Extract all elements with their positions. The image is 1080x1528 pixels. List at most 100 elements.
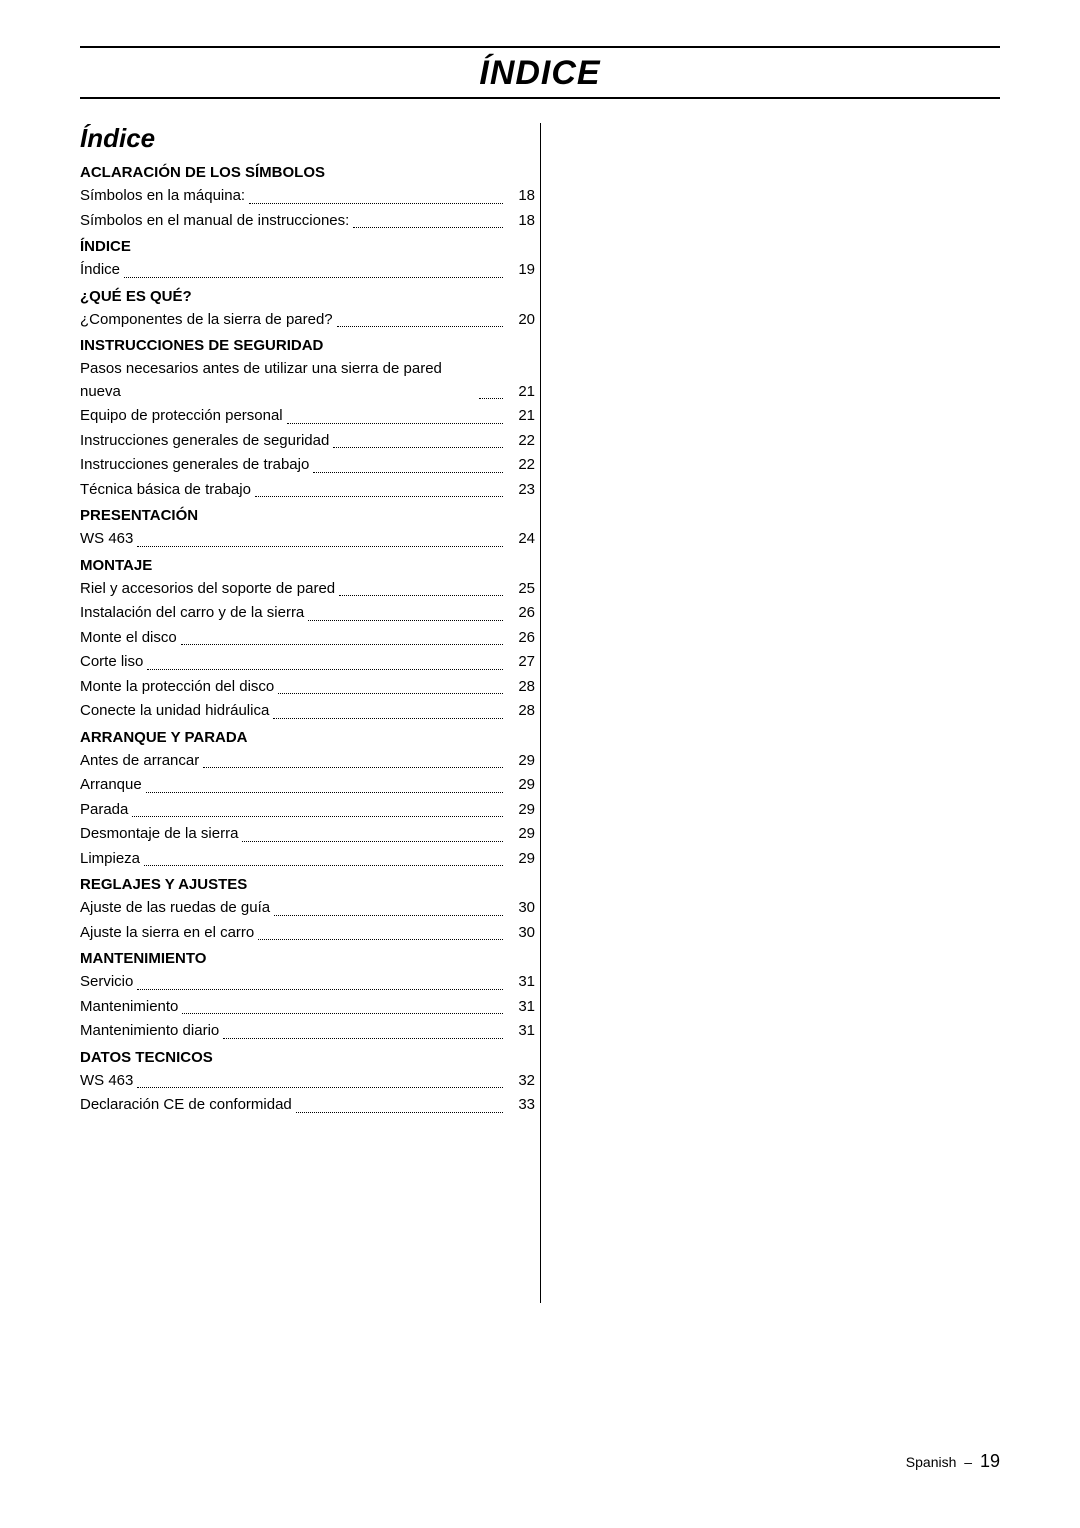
toc: ACLARACIÓN DE LOS SÍMBOLOSSímbolos en la…	[80, 164, 535, 1117]
toc-entry-label: Instalación del carro y de la sierra	[80, 602, 304, 625]
toc-entry-page: 18	[507, 210, 535, 233]
toc-entry-label: Arranque	[80, 774, 142, 797]
toc-entry: Declaración CE de conformidad33	[80, 1094, 535, 1117]
toc-entry-leader-dots	[296, 1112, 503, 1113]
toc-section-title: ACLARACIÓN DE LOS SÍMBOLOS	[80, 164, 535, 181]
toc-entry-leader-dots	[203, 767, 503, 768]
toc-entry: Conecte la unidad hidráulica28	[80, 700, 535, 723]
toc-entry-label: Antes de arrancar	[80, 750, 199, 773]
toc-entry: Mantenimiento 31	[80, 996, 535, 1019]
toc-entry: ¿Componentes de la sierra de pared?20	[80, 309, 535, 332]
toc-entry: Equipo de protección personal 21	[80, 405, 535, 428]
toc-entry-page: 25	[507, 578, 535, 601]
toc-entry: Riel y accesorios del soporte de pared25	[80, 578, 535, 601]
toc-entry: Técnica básica de trabajo23	[80, 479, 535, 502]
toc-entry: Pasos necesarios antes de utilizar una s…	[80, 358, 535, 403]
toc-entry-page: 22	[507, 430, 535, 453]
toc-entry: Índice19	[80, 259, 535, 282]
page: ÍNDICE Índice ACLARACIÓN DE LOS SÍMBOLOS…	[0, 0, 1080, 1528]
toc-entry-label: Símbolos en el manual de instrucciones:	[80, 210, 349, 233]
toc-entry: Parada 29	[80, 799, 535, 822]
toc-entry-page: 29	[507, 750, 535, 773]
toc-entry-page: 30	[507, 922, 535, 945]
toc-entry-page: 30	[507, 897, 535, 920]
toc-entry-leader-dots	[137, 1087, 503, 1088]
toc-entry-page: 32	[507, 1070, 535, 1093]
toc-entry-leader-dots	[313, 472, 503, 473]
toc-entry-leader-dots	[258, 939, 503, 940]
toc-section-title: REGLAJES Y AJUSTES	[80, 876, 535, 893]
toc-entry-page: 29	[507, 774, 535, 797]
toc-entry-leader-dots	[124, 277, 503, 278]
toc-section-title: ÍNDICE	[80, 238, 535, 255]
toc-entry-leader-dots	[242, 841, 503, 842]
toc-entry-leader-dots	[278, 693, 503, 694]
toc-entry-leader-dots	[339, 595, 503, 596]
toc-entry: Monte la protección del disco28	[80, 676, 535, 699]
toc-entry-leader-dots	[182, 1013, 503, 1014]
toc-entry-page: 19	[507, 259, 535, 282]
toc-entry-label: Limpieza	[80, 848, 140, 871]
toc-entry-label: Ajuste la sierra en el carro	[80, 922, 254, 945]
toc-entry-page: 20	[507, 309, 535, 332]
toc-section-title: ¿QUÉ ES QUÉ?	[80, 288, 535, 305]
toc-section-title: MONTAJE	[80, 557, 535, 574]
toc-entry: Instrucciones generales de seguridad 22	[80, 430, 535, 453]
footer-dash: –	[964, 1454, 972, 1470]
toc-entry-page: 31	[507, 1020, 535, 1043]
toc-entry-leader-dots	[337, 326, 503, 327]
toc-entry-label: Mantenimiento diario	[80, 1020, 219, 1043]
toc-entry-leader-dots	[249, 203, 503, 204]
toc-entry-label: Conecte la unidad hidráulica	[80, 700, 269, 723]
toc-entry-leader-dots	[137, 989, 503, 990]
toc-entry-label: Instrucciones generales de trabajo	[80, 454, 309, 477]
toc-entry-page: 31	[507, 996, 535, 1019]
toc-entry: Símbolos en el manual de instrucciones: 1…	[80, 210, 535, 233]
toc-entry: Monte el disco26	[80, 627, 535, 650]
columns: Índice ACLARACIÓN DE LOS SÍMBOLOSSímbolo…	[80, 123, 1000, 1303]
toc-entry-label: Instrucciones generales de seguridad	[80, 430, 329, 453]
toc-entry-label: Parada	[80, 799, 128, 822]
main-title: ÍNDICE	[80, 48, 1000, 97]
toc-entry: Desmontaje de la sierra29	[80, 823, 535, 846]
column-left: Índice ACLARACIÓN DE LOS SÍMBOLOSSímbolo…	[80, 123, 535, 1119]
toc-entry: WS 46324	[80, 528, 535, 551]
toc-section-title: ARRANQUE Y PARADA	[80, 729, 535, 746]
toc-entry-page: 21	[507, 405, 535, 428]
footer-page-number: 19	[980, 1451, 1000, 1471]
toc-section-title: PRESENTACIÓN	[80, 507, 535, 524]
header-rule-bottom	[80, 97, 1000, 99]
toc-entry: Instrucciones generales de trabajo22	[80, 454, 535, 477]
toc-entry-page: 33	[507, 1094, 535, 1117]
toc-entry-label: Monte el disco	[80, 627, 177, 650]
toc-entry-label: Técnica básica de trabajo	[80, 479, 251, 502]
subheading: Índice	[80, 123, 535, 154]
toc-entry: Antes de arrancar 29	[80, 750, 535, 773]
toc-entry-page: 28	[507, 676, 535, 699]
toc-entry-label: Ajuste de las ruedas de guía	[80, 897, 270, 920]
toc-entry: Servicio31	[80, 971, 535, 994]
toc-entry-page: 26	[507, 602, 535, 625]
toc-entry-leader-dots	[223, 1038, 503, 1039]
toc-section-title: INSTRUCCIONES DE SEGURIDAD	[80, 337, 535, 354]
toc-entry: Limpieza29	[80, 848, 535, 871]
toc-entry-page: 24	[507, 528, 535, 551]
toc-entry-leader-dots	[137, 546, 503, 547]
toc-entry-label: Mantenimiento	[80, 996, 178, 1019]
toc-entry: Ajuste de las ruedas de guía 30	[80, 897, 535, 920]
toc-entry-page: 29	[507, 799, 535, 822]
toc-entry: Corte liso27	[80, 651, 535, 674]
toc-entry-label: Equipo de protección personal	[80, 405, 283, 428]
toc-entry: Instalación del carro y de la sierra 26	[80, 602, 535, 625]
toc-entry-leader-dots	[147, 669, 503, 670]
toc-entry-leader-dots	[353, 227, 503, 228]
toc-entry-leader-dots	[144, 865, 503, 866]
toc-entry-leader-dots	[274, 915, 503, 916]
toc-entry: Arranque 29	[80, 774, 535, 797]
toc-entry-leader-dots	[333, 447, 503, 448]
toc-entry-leader-dots	[287, 423, 503, 424]
toc-entry-label: Pasos necesarios antes de utilizar una s…	[80, 358, 475, 403]
toc-entry-leader-dots	[273, 718, 503, 719]
toc-entry-label: Servicio	[80, 971, 133, 994]
toc-entry-page: 21	[507, 381, 535, 404]
